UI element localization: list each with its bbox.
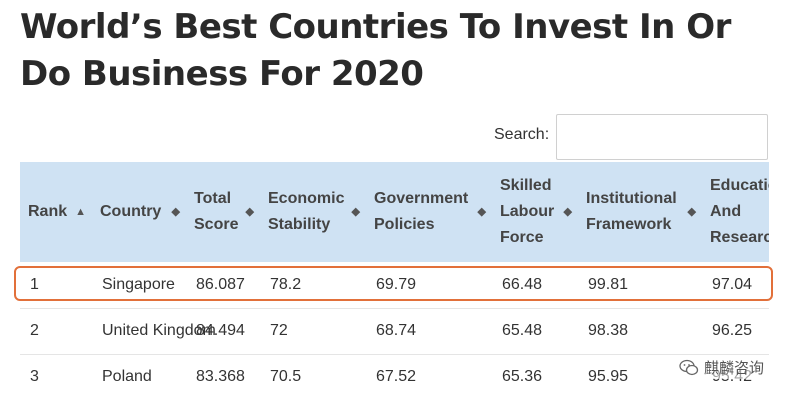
column-header-skilled-labour-force[interactable]: Skilled Labour Force ◆ bbox=[492, 162, 578, 262]
sort-icon: ◆ bbox=[687, 206, 696, 218]
table-cell: 78.2 bbox=[260, 262, 366, 309]
sort-icon: ◆ bbox=[563, 206, 572, 218]
search-label: Search: bbox=[494, 126, 550, 143]
page-title: World’s Best Countries To Invest In Or D… bbox=[20, 7, 731, 94]
sort-icon: ▲ bbox=[75, 206, 86, 218]
table-cell: 99.81 bbox=[578, 262, 702, 309]
table-row: 2 United Kingdom 84.494 72 68.74 65.48 98.38 96… bbox=[20, 308, 769, 355]
sort-icon: ◆ bbox=[171, 206, 180, 218]
table-cell: 68.74 bbox=[366, 308, 492, 355]
sort-icon: ◆ bbox=[351, 206, 360, 218]
sort-icon: ◆ bbox=[477, 206, 486, 218]
table-body: 1 Singapore 86.087 78.2 69.79 66.48 99.81 97.04… bbox=[20, 262, 769, 400]
table-cell: 72 bbox=[260, 308, 366, 355]
search-input[interactable] bbox=[556, 114, 768, 160]
table-cell: 97.04 bbox=[702, 262, 769, 309]
column-header-label: Institutional Framework bbox=[586, 190, 677, 233]
ranking-table: Rank ▲ Country ◆ Total Score ◆ Economic Sta… bbox=[20, 162, 769, 400]
table-row: 1 Singapore 86.087 78.2 69.79 66.48 99.81 97.04… bbox=[20, 262, 769, 309]
table-cell: 3 bbox=[20, 354, 92, 400]
table-cell: 69.79 bbox=[366, 262, 492, 309]
table-cell: 66.48 bbox=[492, 262, 578, 309]
column-header-label: Rank bbox=[28, 203, 68, 220]
column-header-education-research[interactable]: Education And Research bbox=[702, 162, 769, 262]
table-cell: 70.5 bbox=[260, 354, 366, 400]
column-header-rank[interactable]: Rank ▲ bbox=[20, 162, 92, 262]
table-cell: 96.25 bbox=[702, 308, 769, 355]
column-header-label: Skilled Labour Force bbox=[500, 177, 555, 246]
watermark: 麒麟咨询 bbox=[676, 356, 768, 379]
wechat-icon bbox=[679, 359, 699, 375]
sort-icon: ◆ bbox=[245, 206, 254, 218]
watermark-text: 麒麟咨询 bbox=[704, 360, 765, 377]
table-cell: 84.494 bbox=[186, 308, 260, 355]
table-cell: 2 bbox=[20, 308, 92, 355]
table-row: 3Poland83.36870.567.5265.3695.9595.4295.… bbox=[20, 354, 769, 400]
table-cell: 67.52 bbox=[366, 354, 492, 400]
column-header-label: Government Policies bbox=[374, 190, 469, 233]
column-header-country[interactable]: Country ◆ bbox=[92, 162, 186, 262]
table-cell: 86.087 bbox=[186, 262, 260, 309]
column-header-economic-stability[interactable]: Economic Stability ◆ bbox=[260, 162, 366, 262]
table-cell: Poland bbox=[92, 354, 186, 400]
table-cell: 98.38 bbox=[578, 308, 702, 355]
column-header-institutional-framework[interactable]: Institutional Framework ◆ bbox=[578, 162, 702, 262]
column-header-label: Country bbox=[100, 203, 162, 220]
ranking-table-container: Rank ▲ Country ◆ Total Score ◆ Economic Sta… bbox=[20, 162, 769, 400]
table-cell: 1 bbox=[20, 262, 92, 309]
column-header-label: Total Score bbox=[194, 190, 239, 233]
column-header-total-score[interactable]: Total Score ◆ bbox=[186, 162, 260, 262]
column-header-label: Education And Research bbox=[710, 177, 769, 246]
column-header-label: Economic Stability bbox=[268, 190, 345, 233]
column-header-government-policies[interactable]: Government Policies ◆ bbox=[366, 162, 492, 262]
table-cell: 65.36 bbox=[492, 354, 578, 400]
table-cell: Singapore bbox=[92, 262, 186, 309]
table-cell: 65.48 bbox=[492, 308, 578, 355]
table-header-row: Rank ▲ Country ◆ Total Score ◆ Economic Sta… bbox=[20, 162, 769, 262]
table-cell: 83.368 bbox=[186, 354, 260, 400]
table-cell: United Kingdom bbox=[92, 308, 216, 355]
